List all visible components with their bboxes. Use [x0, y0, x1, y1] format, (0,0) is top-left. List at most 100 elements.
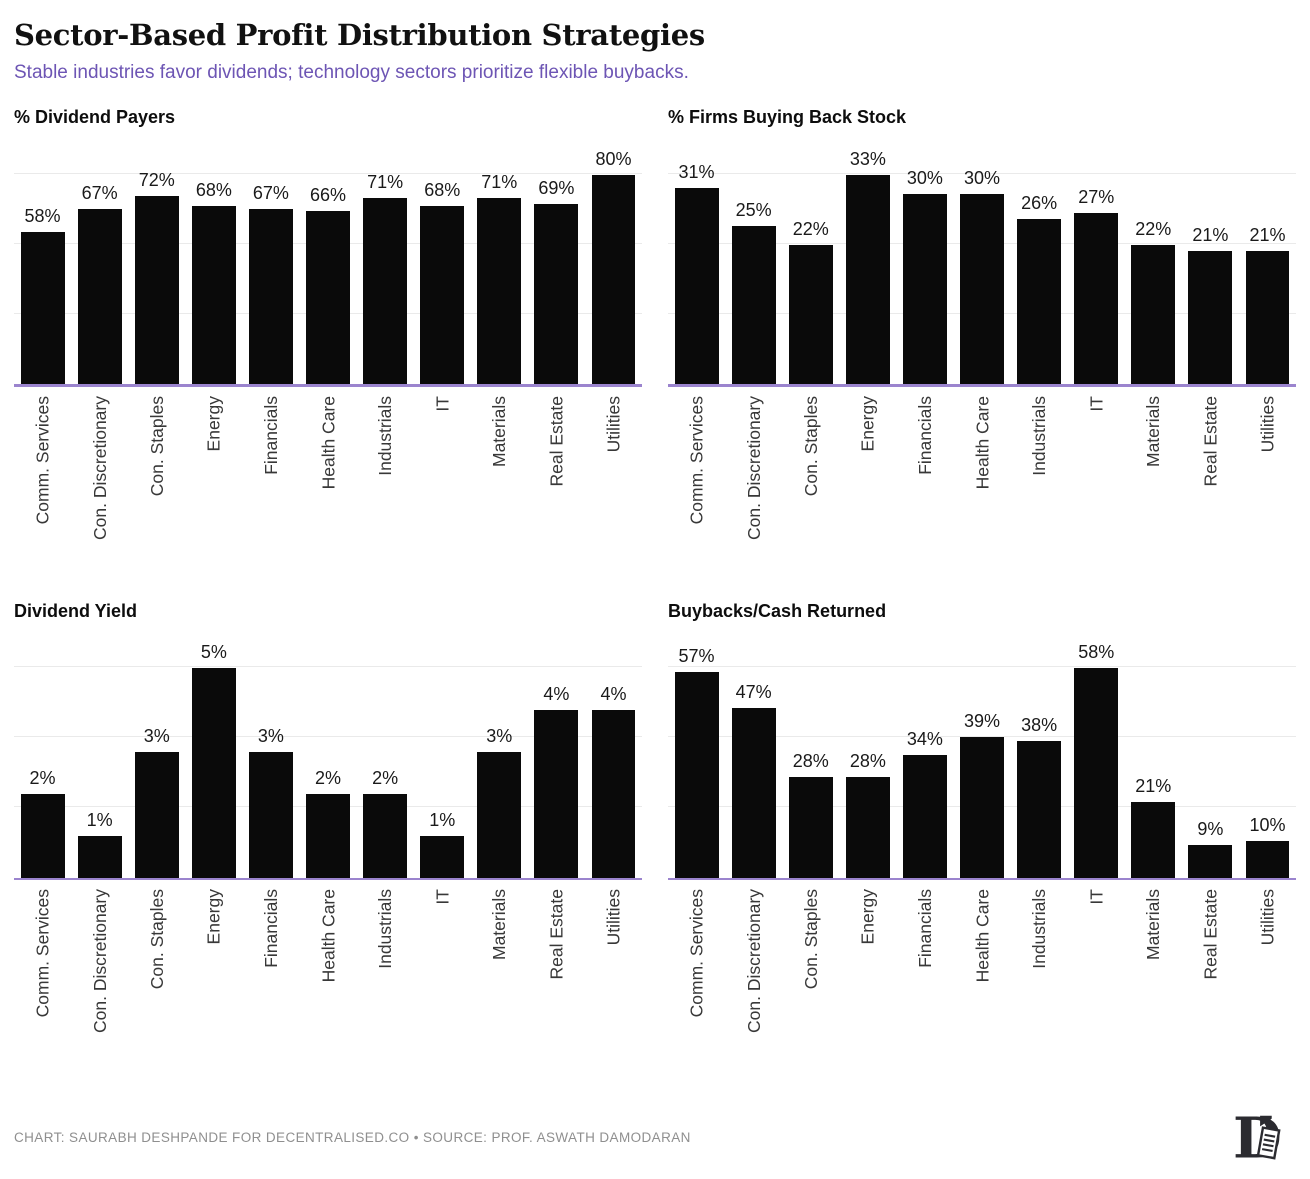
bar-column: 58% [1068, 632, 1125, 878]
x-axis-labels: Comm. Services Con. Discretionary Con. Sta… [14, 880, 642, 1072]
bar [731, 225, 776, 384]
bar [1017, 740, 1062, 878]
bar [788, 776, 833, 878]
x-axis-label-slot: Con. Staples [782, 880, 839, 1072]
chart-title: % Dividend Payers [14, 107, 176, 127]
value-label: 3% [257, 726, 284, 747]
bar [477, 198, 522, 384]
x-axis-baseline [14, 877, 642, 880]
bar-column: 69% [528, 138, 585, 384]
bar [191, 206, 236, 384]
chart-panel-buybacks-cash-returned: Buybacks/Cash Returned 57% 47% 28% 28% 34% 39… [668, 599, 1296, 1073]
bar-column: 71% [471, 138, 528, 384]
value-label: 72% [138, 169, 175, 190]
x-axis-label: Financials [914, 889, 935, 968]
x-axis-label: Con. Discretionary [743, 395, 764, 540]
x-axis-label: Comm. Services [686, 889, 707, 1018]
bar-column: 3% [471, 632, 528, 878]
bar [20, 793, 65, 878]
x-axis-label-slot: Energy [839, 880, 896, 1072]
gridline [668, 666, 1296, 668]
x-axis-label: IT [432, 889, 453, 905]
bar-column: 72% [128, 138, 185, 384]
x-axis-label: Health Care [972, 889, 993, 983]
x-axis-label: Materials [489, 889, 510, 960]
value-label: 71% [481, 172, 518, 193]
value-label: 22% [1135, 218, 1172, 239]
plot-area: 31% 25% 22% 33% 30% 30% 26% 27% 22% 21% 21% [668, 138, 1296, 384]
bar [845, 174, 890, 384]
x-axis-label: Utilities [603, 889, 624, 946]
plot-area: 58% 67% 72% 68% 67% 66% 71% 68% 71% 69% 80% [14, 138, 642, 384]
bar [1245, 250, 1290, 384]
bar [674, 187, 719, 384]
bar [731, 708, 776, 878]
bar-column: 67% [242, 138, 299, 384]
bar-column: 4% [528, 632, 585, 878]
bar [591, 174, 636, 384]
bar [363, 793, 408, 878]
bar-column: 21% [1239, 138, 1296, 384]
bar [420, 835, 465, 878]
x-axis-label-slot: Real Estate [1182, 880, 1239, 1072]
footer: CHART: SAURABH DESHPANDE FOR DECENTRALIS… [14, 1106, 1296, 1168]
bar [1074, 212, 1119, 384]
x-axis-labels: Comm. Services Con. Discretionary Con. Sta… [668, 880, 1296, 1072]
bar [134, 752, 179, 878]
page-title: Sector-Based Profit Distribution Strateg… [14, 18, 705, 52]
x-axis-label: Utilities [603, 395, 624, 452]
bar-column: 5% [185, 632, 242, 878]
bar-column: 27% [1068, 138, 1125, 384]
plot-area: 2% 1% 3% 5% 3% 2% 2% 1% 3% 4% 4% [14, 632, 642, 878]
x-axis-label: Real Estate [1200, 889, 1221, 980]
footer-credit: CHART: SAURABH DESHPANDE FOR DECENTRALIS… [14, 1129, 691, 1145]
page-subtitle: Stable industries favor dividends; techn… [14, 62, 689, 83]
bar [788, 244, 833, 384]
value-label: 26% [1021, 193, 1058, 214]
value-label: 67% [81, 182, 118, 203]
gridline [14, 666, 642, 668]
x-axis-label: IT [1086, 395, 1107, 412]
x-axis-label-slot: Financials [896, 880, 953, 1072]
bar [248, 752, 293, 878]
bar-column: 28% [839, 632, 896, 878]
value-label: 38% [1021, 714, 1058, 735]
value-label: 21% [1192, 224, 1229, 245]
x-axis-label: Materials [489, 395, 510, 467]
bar [1131, 801, 1176, 878]
x-axis-label: Health Care [318, 395, 339, 489]
bar-column: 30% [953, 138, 1010, 384]
x-axis-label-slot: Utilities [585, 387, 642, 579]
bar [306, 211, 350, 384]
value-label: 28% [849, 750, 886, 771]
bar-column: 21% [1125, 632, 1182, 878]
x-axis-label-slot: IT [1068, 387, 1125, 579]
bar-column: 1% [414, 632, 471, 878]
x-axis-label: Con. Staples [800, 889, 821, 990]
value-label: 27% [1078, 186, 1115, 207]
value-label: 21% [1249, 224, 1286, 245]
bar-column: 68% [414, 138, 471, 384]
bar [1188, 845, 1233, 878]
x-axis-label: Health Care [972, 395, 993, 489]
charts-grid: % Dividend Payers 58% 67% 72% 68% 67% 66% 71% 6… [14, 105, 1296, 1072]
value-label: 33% [849, 148, 886, 169]
x-axis-label: Utilities [1257, 889, 1278, 946]
bar [902, 193, 947, 384]
x-axis-label: Comm. Services [32, 395, 53, 524]
gridline [14, 172, 642, 174]
bar-column: 1% [71, 632, 128, 878]
x-axis-label: Real Estate [546, 889, 567, 980]
x-axis-label: IT [432, 395, 453, 412]
bar-column: 9% [1182, 632, 1239, 878]
x-axis-label: Energy [857, 395, 878, 451]
value-label: 68% [195, 180, 232, 201]
bar-column: 26% [1011, 138, 1068, 384]
value-label: 3% [486, 726, 513, 747]
bar-column: 38% [1011, 632, 1068, 878]
bar-column: 28% [782, 632, 839, 878]
value-label: 80% [595, 148, 632, 169]
x-axis-baseline [668, 877, 1296, 880]
bar [960, 193, 1004, 384]
